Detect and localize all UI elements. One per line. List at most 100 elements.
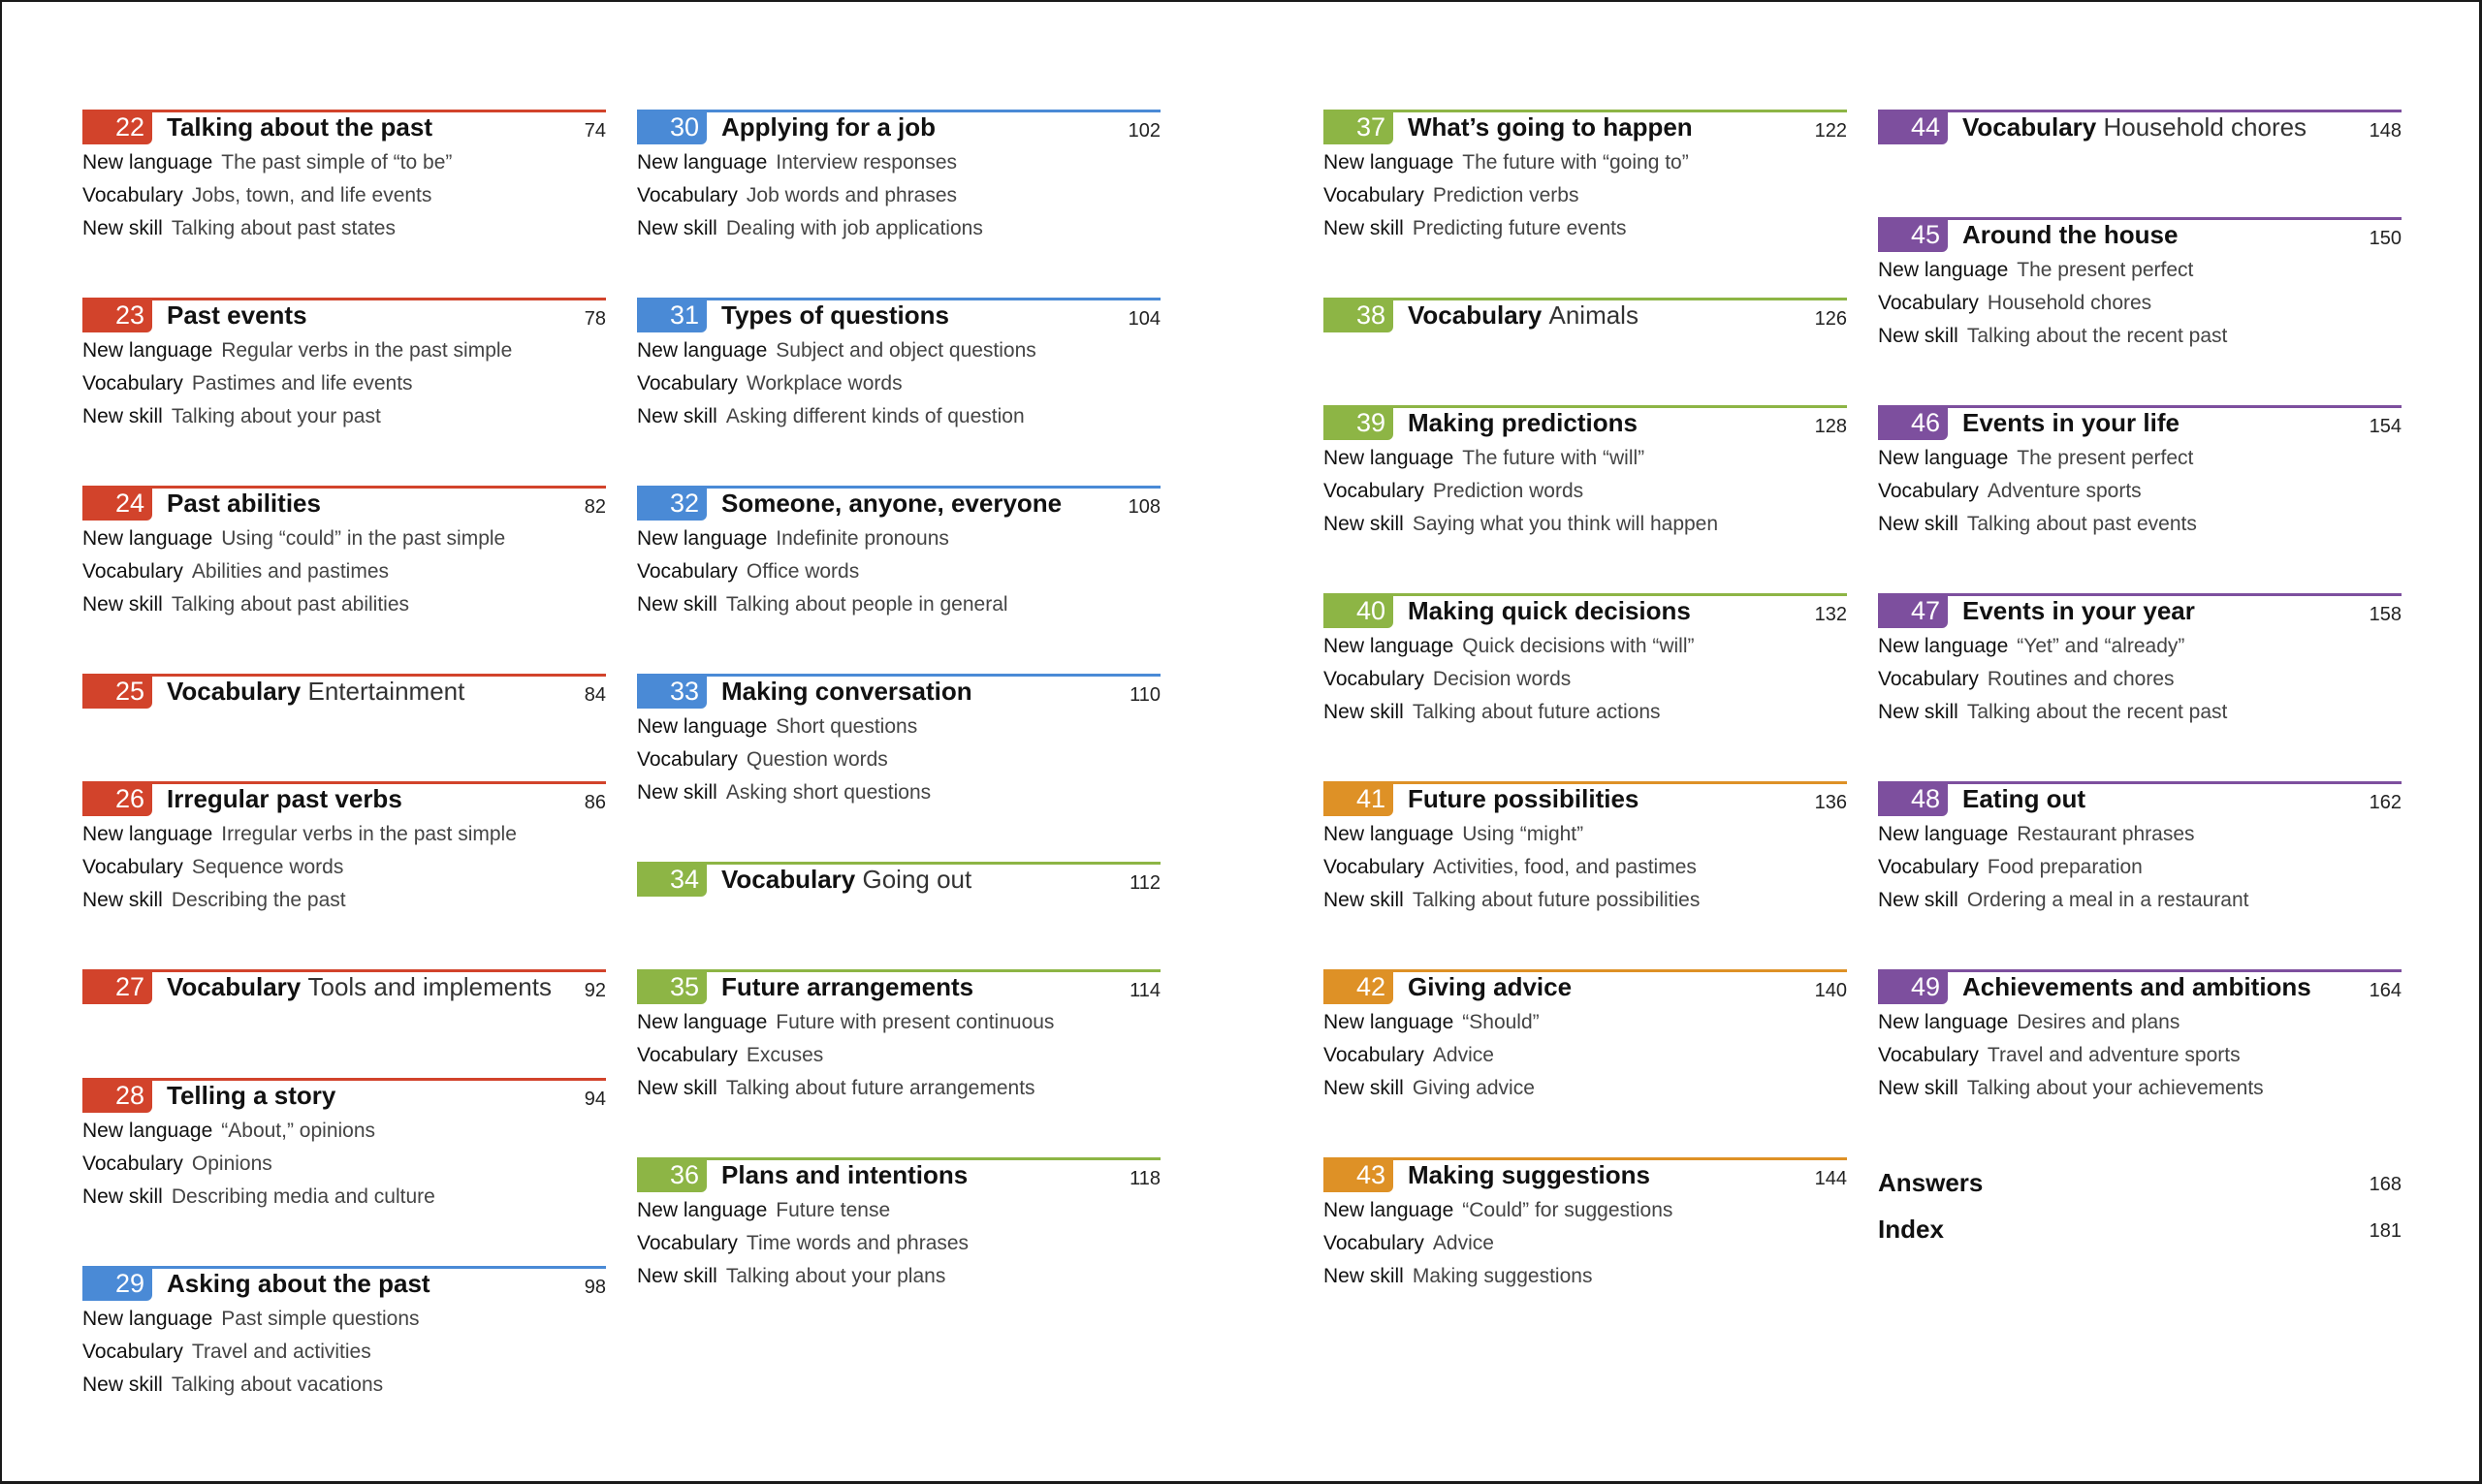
unit-35[interactable]: 35 Future arrangements 114 New language F… [637, 969, 1161, 1105]
new-language-value: Using “could” in the past simple [221, 527, 506, 550]
unit-number-badge: 34 [637, 862, 707, 897]
answers-entry[interactable]: Answers 168 [1878, 1163, 2402, 1202]
unit-header: 39 Making predictions 128 [1323, 405, 1847, 440]
unit-31[interactable]: 31 Types of questions 104 New language Su… [637, 298, 1161, 433]
unit-37[interactable]: 37 What’s going to happen 122 New langua… [1323, 110, 1847, 245]
unit-46[interactable]: 46 Events in your life 154 New language T… [1878, 405, 2402, 541]
unit-22[interactable]: 22 Talking about the past 74 New languag… [82, 110, 606, 245]
new-skill-value: Making suggestions [1412, 1265, 1593, 1287]
new-language-row: New language Regular verbs in the past si… [82, 334, 606, 367]
unit-title: Vocabulary Going out [721, 862, 971, 897]
unit-23[interactable]: 23 Past events 78 New language Regular ve… [82, 298, 606, 433]
new-skill-value: Talking about vacations [171, 1373, 384, 1396]
page-number: 158 [2369, 604, 2402, 625]
unit-48[interactable]: 48 Eating out 162 New language Restaurant… [1878, 781, 2402, 917]
page-number: 136 [1814, 792, 1847, 813]
new-language-label: New language [1878, 259, 2009, 281]
unit-header: 40 Making quick decisions 132 [1323, 593, 1847, 628]
unit-26[interactable]: 26 Irregular past verbs 86 New language I… [82, 781, 606, 917]
unit-number-badge: 45 [1878, 217, 1948, 252]
unit-24[interactable]: 24 Past abilities 82 New language Using “… [82, 486, 606, 621]
new-language-value: Indefinite pronouns [776, 527, 949, 550]
new-skill-value: Asking different kinds of question [725, 405, 1025, 427]
page-number: 108 [1128, 496, 1161, 518]
new-skill-label: New skill [82, 889, 163, 911]
page-number: 140 [1814, 980, 1847, 1001]
unit-45[interactable]: 45 Around the house 150 New language The … [1878, 217, 2402, 353]
new-language-row: New language The past simple of “to be” [82, 146, 606, 179]
vocabulary-row: Vocabulary Decision words [1323, 663, 1847, 696]
unit-33[interactable]: 33 Making conversation 110 New language S… [637, 674, 1161, 809]
vocabulary-label: Vocabulary [1323, 480, 1424, 502]
new-language-value: Past simple questions [221, 1308, 420, 1330]
new-skill-label: New skill [637, 405, 717, 427]
unit-subtitle: Tools and implements [307, 972, 552, 1001]
page-number: 102 [1128, 120, 1161, 142]
unit-title: Vocabulary Animals [1408, 298, 1639, 332]
new-skill-value: Talking about your plans [725, 1265, 946, 1287]
unit-44[interactable]: 44 Vocabulary Household chores 148 [1878, 110, 2402, 144]
new-skill-row: New skill Talking about the recent past [1878, 320, 2402, 353]
unit-header: 22 Talking about the past 74 [82, 110, 606, 144]
unit-28[interactable]: 28 Telling a story 94 New language “About… [82, 1078, 606, 1214]
unit-43[interactable]: 43 Making suggestions 144 New language “C… [1323, 1157, 1847, 1293]
vocabulary-value: Prediction words [1432, 480, 1584, 502]
vocabulary-row: Vocabulary Travel and activities [82, 1336, 606, 1369]
page-number: 110 [1130, 684, 1161, 706]
unit-number-badge: 31 [637, 298, 707, 332]
new-language-row: New language “Could” for suggestions [1323, 1194, 1847, 1227]
new-language-label: New language [82, 1308, 213, 1330]
vocabulary-row: Vocabulary Routines and chores [1878, 663, 2402, 696]
new-language-value: Future with present continuous [776, 1011, 1055, 1033]
new-skill-label: New skill [1323, 513, 1404, 535]
unit-number-badge: 37 [1323, 110, 1393, 144]
page-number: 84 [584, 684, 606, 706]
vocabulary-label: Vocabulary [82, 184, 183, 206]
new-language-label: New language [82, 1120, 213, 1142]
unit-34[interactable]: 34 Vocabulary Going out 112 [637, 862, 1161, 897]
unit-27[interactable]: 27 Vocabulary Tools and implements 92 [82, 969, 606, 1004]
unit-29[interactable]: 29 Asking about the past 98 New language… [82, 1266, 606, 1402]
new-skill-value: Talking about future arrangements [725, 1077, 1035, 1099]
unit-49[interactable]: 49 Achievements and ambitions 164 New la… [1878, 969, 2402, 1105]
unit-number-badge: 33 [637, 674, 707, 709]
unit-42[interactable]: 42 Giving advice 140 New language “Should… [1323, 969, 1847, 1105]
new-language-value: Future tense [776, 1199, 891, 1221]
unit-30[interactable]: 30 Applying for a job 102 New language In… [637, 110, 1161, 245]
new-skill-label: New skill [637, 781, 717, 804]
vocabulary-label: Vocabulary [1323, 856, 1424, 878]
unit-47[interactable]: 47 Events in your year 158 New language “… [1878, 593, 2402, 729]
unit-39[interactable]: 39 Making predictions 128 New language Th… [1323, 405, 1847, 541]
new-language-label: New language [1323, 151, 1454, 174]
new-skill-value: Ordering a meal in a restaurant [1966, 889, 2249, 911]
unit-36[interactable]: 36 Plans and intentions 118 New language… [637, 1157, 1161, 1293]
page-number: 148 [2369, 120, 2402, 142]
new-skill-row: New skill Talking about future actions [1323, 696, 1847, 729]
unit-title: Someone, anyone, everyone [721, 489, 1063, 518]
new-skill-label: New skill [1878, 513, 1958, 535]
unit-41[interactable]: 41 Future possibilities 136 New language… [1323, 781, 1847, 917]
vocabulary-value: Food preparation [1987, 856, 2143, 878]
new-language-label: New language [82, 151, 213, 174]
unit-title: Types of questions [721, 300, 949, 330]
unit-32[interactable]: 32 Someone, anyone, everyone 108 New lan… [637, 486, 1161, 621]
unit-title: Telling a story [167, 1081, 336, 1110]
page-number: 126 [1814, 308, 1847, 330]
unit-38[interactable]: 38 Vocabulary Animals 126 [1323, 298, 1847, 332]
new-skill-row: New skill Predicting future events [1323, 212, 1847, 245]
new-skill-label: New skill [1878, 889, 1958, 911]
unit-25[interactable]: 25 Vocabulary Entertainment 84 [82, 674, 606, 709]
new-language-label: New language [1323, 447, 1454, 469]
unit-title: Events in your year [1962, 596, 2195, 625]
unit-title-label: Vocabulary [167, 677, 302, 706]
unit-number-badge: 35 [637, 969, 707, 1004]
new-skill-value: Talking about people in general [725, 593, 1008, 616]
unit-40[interactable]: 40 Making quick decisions 132 New langua… [1323, 593, 1847, 729]
new-language-label: New language [637, 1011, 768, 1033]
new-language-value: “Yet” and “already” [2017, 635, 2185, 657]
unit-title: Future possibilities [1408, 784, 1639, 813]
new-skill-value: Talking about the recent past [1966, 701, 2228, 723]
index-entry[interactable]: Index 181 [1878, 1210, 2402, 1248]
vocabulary-row: Vocabulary Jobs, town, and life events [82, 179, 606, 212]
new-skill-row: New skill Saying what you think will happ… [1323, 508, 1847, 541]
